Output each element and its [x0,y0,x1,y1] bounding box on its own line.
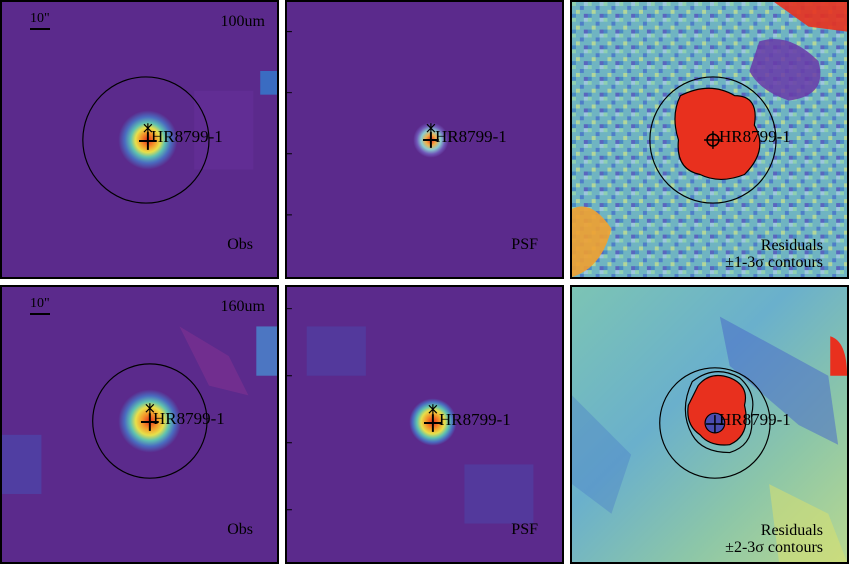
panel-type-label: Obs [227,236,253,253]
residuals-title: Residuals [760,237,823,254]
panel-100um-residuals: HR8799-1 Residuals ±1-3σ contours [570,0,849,279]
obs-100um-image [2,2,277,277]
source-label: HR8799-1 [439,410,511,429]
residual-100um-image [572,2,847,277]
panel-160um-residuals: HR8799-1 Residuals ±2-3σ contours [570,285,849,564]
y-tick-label: 10 [285,506,289,517]
scale-bar-label: 10" [30,12,50,30]
y-tick-label: 40 [285,304,289,315]
band-label: 100um [220,13,265,30]
source-label: HR8799-1 [719,410,791,429]
panel-100um-psf: 60 50 40 30 HR8799-1 PSF [285,0,564,279]
panel-160um-psf: 40 30 20 10 HR8799-1 PSF [285,285,564,564]
scale-bar [30,28,50,30]
y-tick-label: 50 [285,150,288,161]
obs-160um-image [2,287,277,562]
source-label: HR8799-1 [151,127,223,146]
panel-160um-obs: 10" 160um HR8799-1 Obs [0,285,279,564]
source-label: HR8799-1 [719,127,791,146]
y-tick-label: 20 [285,440,289,451]
band-label: 160um [220,298,265,315]
panel-type-label: PSF [511,236,538,253]
y-tick-label: 30 [285,372,289,383]
contour-levels: ±2-3σ contours [725,539,823,556]
residuals-label: Residuals ±2-3σ contours [725,522,823,556]
residual-160um-image [572,287,847,562]
panel-type-label: PSF [511,521,538,538]
y-tick-label: 60 [285,84,288,95]
scale-bar-label: 10" [30,297,50,315]
residuals-title: Residuals [760,522,823,539]
panel-type-label: Obs [227,521,253,538]
contour-levels: ±1-3σ contours [725,254,823,271]
scale-bar [30,313,50,315]
panel-100um-obs: 10" 100um HR8799-1 Obs [0,0,279,279]
psf-160um-image [287,287,562,562]
psf-100um-image [287,2,562,277]
source-label: HR8799-1 [153,409,225,428]
source-label: HR8799-1 [435,127,507,146]
residuals-label: Residuals ±1-3σ contours [725,237,823,271]
y-tick-label: 40 [285,215,288,226]
